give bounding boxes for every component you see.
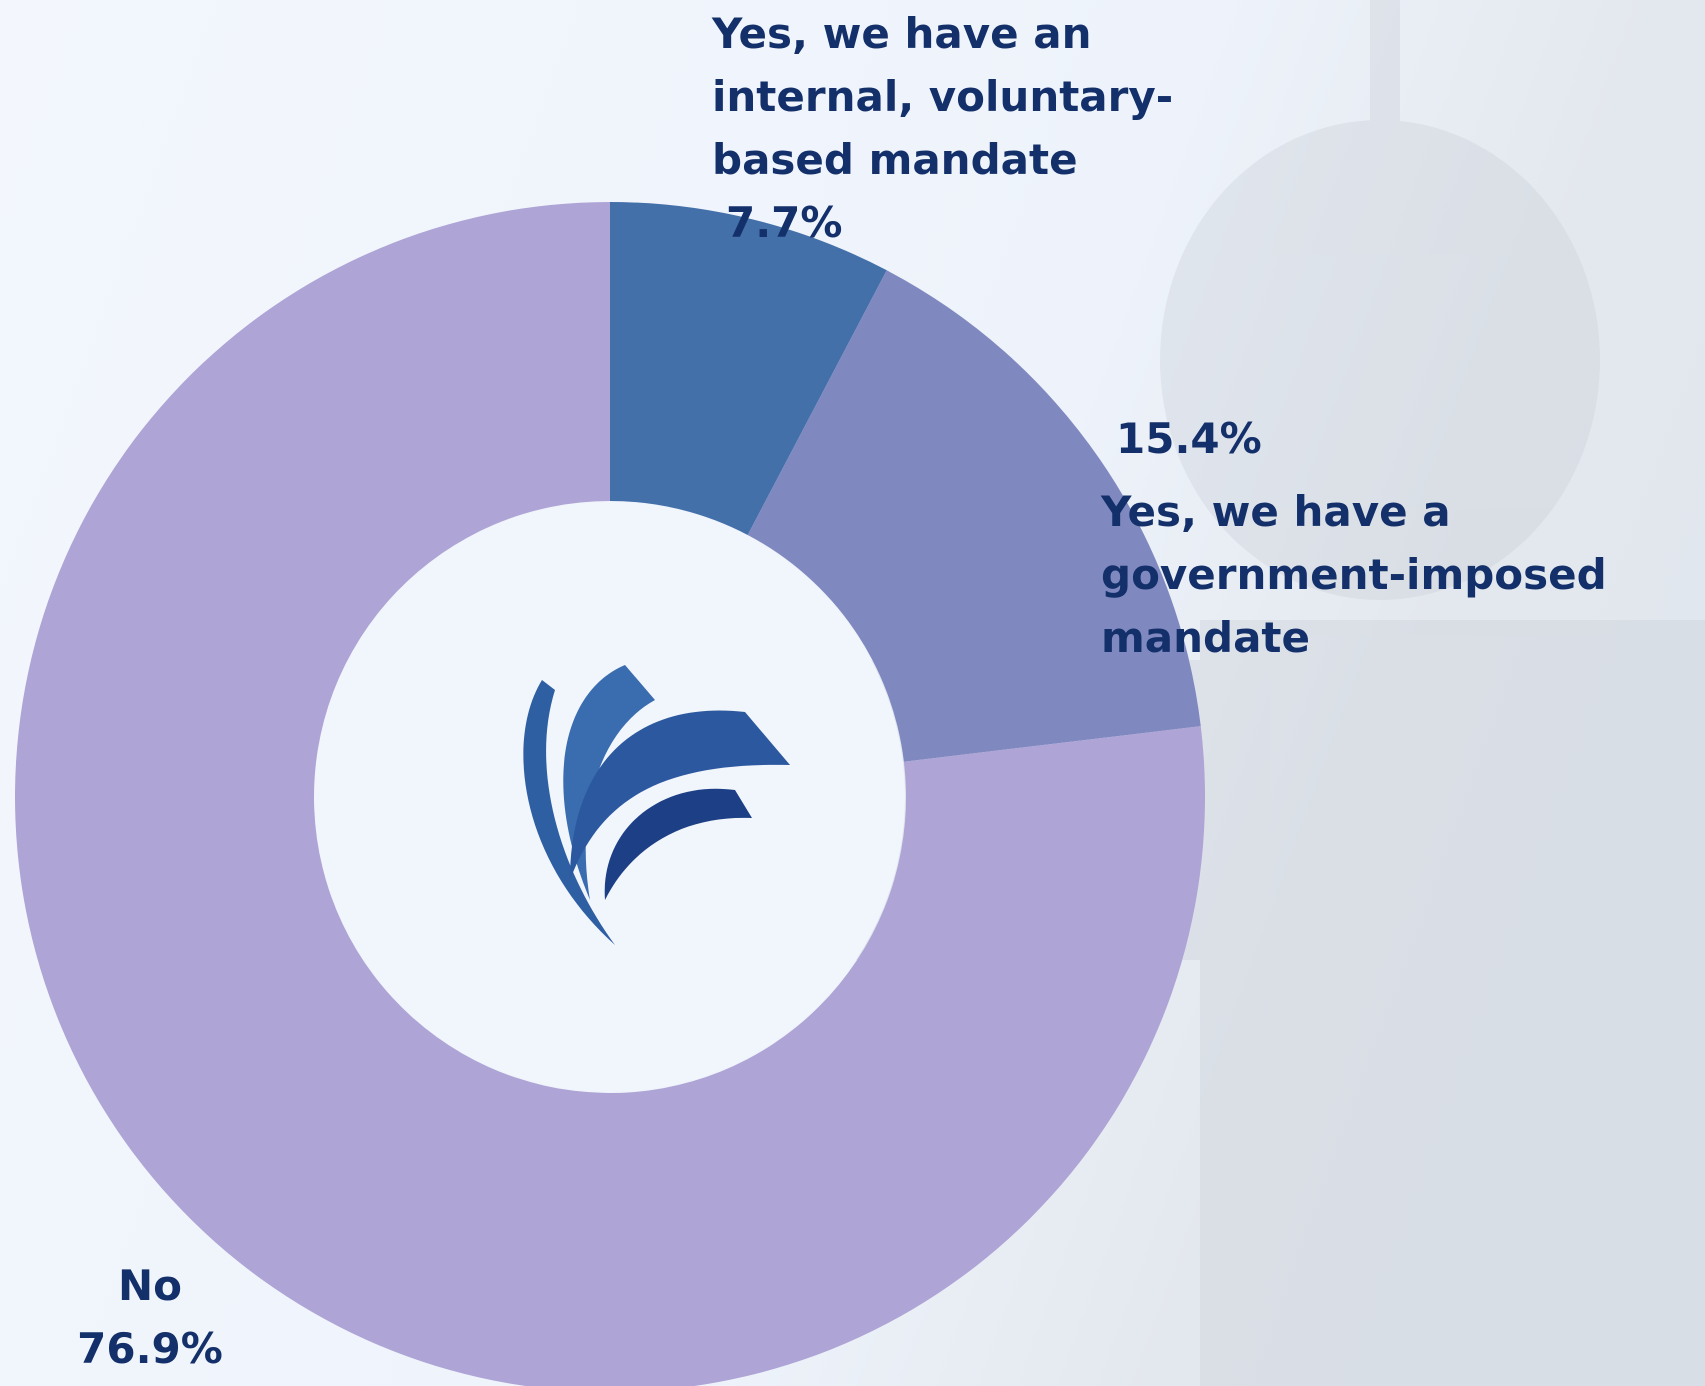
slice-label: No 76.9% — [60, 1254, 240, 1380]
value-label: 76.9% — [60, 1317, 240, 1380]
value-label: 7.7% — [712, 191, 1272, 254]
category-label: Yes, we have a government-imposed mandat… — [1101, 480, 1701, 669]
page: Yes, we have an internal, voluntary-base… — [0, 0, 1705, 1386]
category-label: No — [60, 1254, 240, 1317]
value-label: 15.4% — [1101, 407, 1701, 470]
category-label: Yes, we have an internal, voluntary-base… — [712, 2, 1272, 191]
slice-label: Yes, we have an internal, voluntary-base… — [712, 2, 1272, 254]
slice-label: 15.4% Yes, we have a government-imposed … — [1101, 407, 1701, 669]
